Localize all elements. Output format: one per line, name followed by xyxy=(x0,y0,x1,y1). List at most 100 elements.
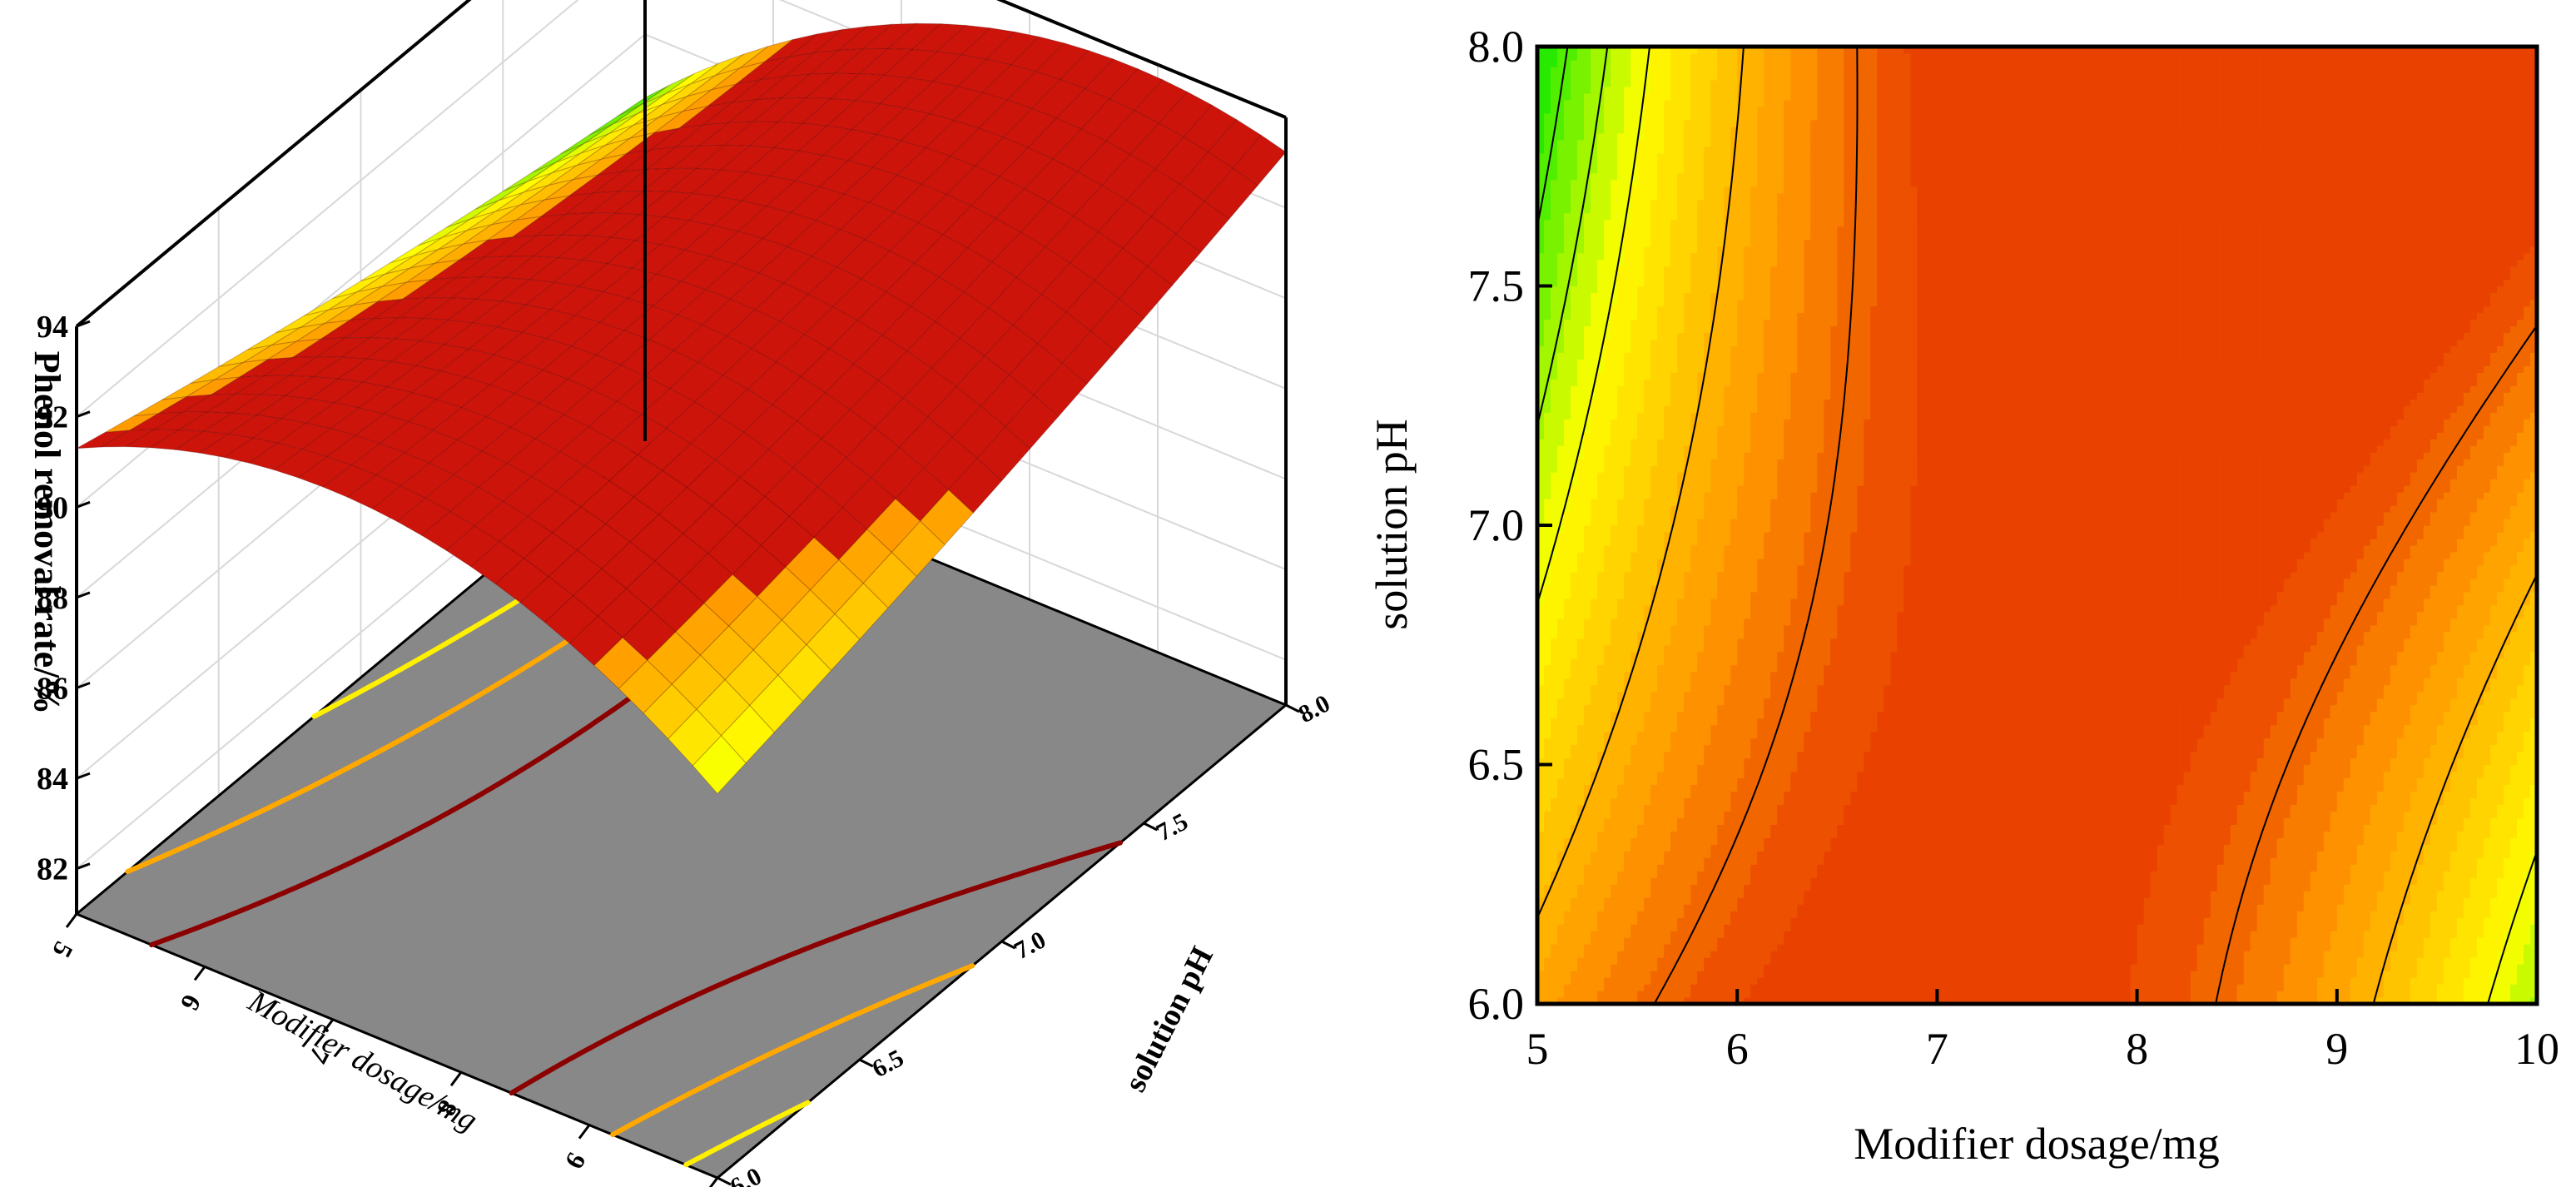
contour-cell xyxy=(1624,765,1631,772)
contour-cell xyxy=(1690,971,1698,978)
contour-cell xyxy=(1730,565,1738,573)
contour-cell xyxy=(1690,332,1698,340)
contour-cell xyxy=(1611,73,1618,81)
contour-cell xyxy=(1604,598,1611,606)
contour-cell xyxy=(1684,266,1691,274)
contour-cell xyxy=(1650,345,1658,353)
contour-cell xyxy=(1611,884,1618,891)
contour-cell xyxy=(1697,412,1705,420)
contour-cell xyxy=(1630,871,1638,878)
contour-cell xyxy=(1724,778,1731,786)
contour-cell xyxy=(1637,53,1645,61)
contour-cell xyxy=(1650,87,1658,94)
contour-cell xyxy=(1564,432,1571,440)
contour-cell xyxy=(1664,233,1671,241)
contour-cell xyxy=(1584,971,1591,978)
contour-cell xyxy=(1617,565,1625,573)
contour-cell xyxy=(1624,280,1631,287)
contour-cell xyxy=(1650,857,1658,865)
contour-cell xyxy=(1630,831,1638,838)
contour-cell xyxy=(1737,598,1745,606)
contour-cell xyxy=(1670,80,1678,87)
contour-cell xyxy=(1591,432,1598,440)
contour-cell xyxy=(1710,672,1718,679)
contour-cell xyxy=(1551,186,1558,194)
contour-cell xyxy=(1551,80,1558,87)
contour-cell xyxy=(1630,857,1638,865)
contour-cell xyxy=(1551,937,1558,945)
contour-cell xyxy=(1577,60,1585,67)
contour-cell xyxy=(1690,113,1698,121)
contour-cell xyxy=(1717,392,1725,400)
contour-cell xyxy=(1591,964,1598,971)
contour-cell xyxy=(1571,718,1578,726)
contour-cell xyxy=(1630,817,1638,825)
contour-cell xyxy=(1571,738,1578,746)
contour-cell xyxy=(1697,306,1705,314)
contour-cell xyxy=(1704,186,1711,194)
contour-cell xyxy=(1657,206,1665,214)
contour-cell xyxy=(1630,332,1638,340)
contour-cell xyxy=(1624,638,1631,646)
contour-cell xyxy=(1617,200,1625,207)
contour-cell xyxy=(1724,585,1731,593)
contour-cell xyxy=(1697,246,1705,254)
contour-cell xyxy=(1690,253,1698,261)
contour-cell xyxy=(1564,957,1571,965)
contour-cell xyxy=(1557,339,1565,346)
contour-cell xyxy=(1591,824,1598,832)
contour-cell xyxy=(1690,904,1698,911)
contour-cell xyxy=(1677,213,1685,221)
contour-cell xyxy=(1564,917,1571,925)
contour-cell xyxy=(1644,153,1651,161)
contour-cell xyxy=(1664,133,1671,141)
contour-cell xyxy=(1624,797,1631,805)
contour-cell xyxy=(1644,399,1651,406)
contour-cell xyxy=(1657,253,1665,261)
contour-cell xyxy=(1637,712,1645,719)
contour-cell xyxy=(1724,519,1731,526)
contour-cell xyxy=(1597,632,1605,639)
contour-cell xyxy=(1624,658,1631,666)
contour-cell xyxy=(1597,186,1605,194)
contour-cell xyxy=(1704,765,1711,772)
contour-cell xyxy=(1724,73,1731,81)
contour-cell xyxy=(1630,897,1638,905)
contour-cell xyxy=(1544,479,1551,486)
contour-cell xyxy=(1704,785,1711,792)
contour-cell xyxy=(1650,293,1658,300)
contour-cell xyxy=(1551,213,1558,221)
contour-cell xyxy=(1697,213,1705,221)
contour-cell xyxy=(1690,405,1698,413)
contour-cell xyxy=(1677,785,1685,792)
contour-cell xyxy=(1690,200,1698,207)
contour-cell xyxy=(1544,718,1551,726)
contour-cell xyxy=(1664,100,1671,107)
contour-cell xyxy=(1684,864,1691,872)
contour-cell xyxy=(1564,459,1571,466)
contour-cell xyxy=(1650,312,1658,320)
contour-cell xyxy=(1584,352,1591,360)
contour-cell xyxy=(1557,160,1565,167)
contour-cell xyxy=(1604,107,1611,114)
contour-cell xyxy=(1697,765,1705,772)
contour-cell xyxy=(1650,539,1658,546)
contour-cell xyxy=(1604,532,1611,539)
contour-cell xyxy=(1670,579,1678,586)
contour-cell xyxy=(1584,133,1591,141)
contour-cell xyxy=(1717,412,1725,420)
contour-cell xyxy=(1544,625,1551,633)
contour-cell xyxy=(1724,618,1731,626)
contour-cell xyxy=(1591,220,1598,227)
contour-cell xyxy=(1604,166,1611,174)
contour-cell xyxy=(1657,911,1665,918)
contour-cell xyxy=(1637,379,1645,386)
contour-cell xyxy=(1571,505,1578,513)
contour-cell xyxy=(1657,658,1665,666)
contour-cell xyxy=(1664,180,1671,187)
contour-cell xyxy=(1564,452,1571,459)
contour-cell xyxy=(1551,459,1558,466)
contour-cell xyxy=(1551,672,1558,679)
contour-cell xyxy=(1630,645,1638,653)
contour-cell xyxy=(1644,459,1651,466)
